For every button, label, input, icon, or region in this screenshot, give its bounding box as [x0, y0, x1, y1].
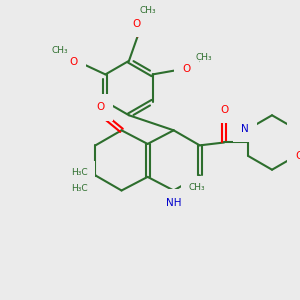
Text: O: O: [183, 64, 191, 74]
Text: N: N: [241, 124, 249, 134]
Text: O: O: [220, 105, 228, 115]
Text: O: O: [295, 151, 300, 161]
Text: CH₃: CH₃: [196, 53, 212, 62]
Text: O: O: [132, 19, 140, 28]
Text: CH₃: CH₃: [51, 46, 68, 55]
Text: CH₃: CH₃: [139, 6, 156, 15]
Text: H₃C: H₃C: [71, 168, 88, 177]
Text: O: O: [97, 102, 105, 112]
Text: CH₃: CH₃: [188, 183, 205, 192]
Text: H₃C: H₃C: [71, 184, 88, 193]
Text: O: O: [70, 56, 78, 67]
Text: NH: NH: [166, 197, 182, 208]
